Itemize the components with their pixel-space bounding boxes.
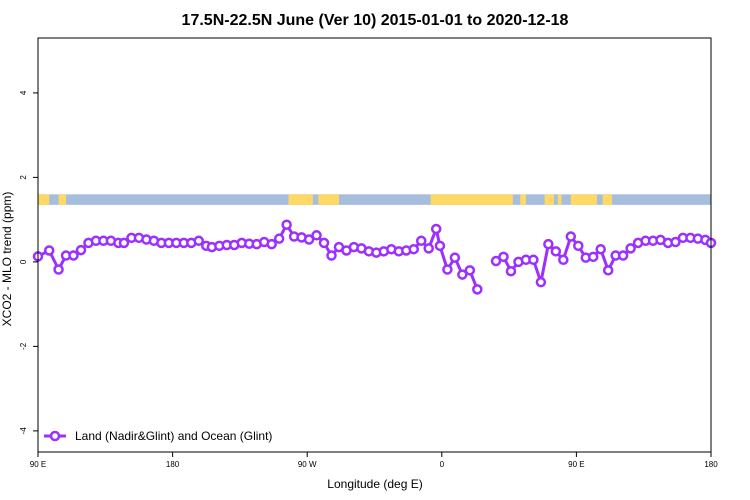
- data-point: [449, 252, 461, 263]
- data-point: [281, 219, 292, 230]
- series-line: [37, 223, 479, 290]
- data-point: [535, 276, 547, 288]
- legend: Land (Nadir&Glint) and Ocean (Glint): [44, 429, 272, 443]
- y-axis-label: XCO2 - MLO trend (ppm): [0, 192, 14, 327]
- land-segment: [288, 194, 313, 205]
- data-point: [550, 246, 562, 257]
- legend-marker: [49, 430, 61, 442]
- data-point: [408, 243, 420, 255]
- data-point: [528, 254, 539, 266]
- data-point: [193, 235, 205, 247]
- ocean-band: [38, 194, 711, 205]
- land-segment: [570, 194, 597, 205]
- data-point: [464, 265, 476, 276]
- data-point: [68, 250, 79, 261]
- data-point: [442, 264, 453, 275]
- data-point: [505, 265, 517, 277]
- chart-title: 17.5N-22.5N June (Ver 10) 2015-01-01 to …: [182, 12, 569, 29]
- x-tick-label: 90 W: [298, 460, 317, 469]
- data-point: [602, 265, 614, 276]
- y-tick-label: 4: [19, 90, 28, 95]
- x-tick-label: 180: [704, 460, 718, 469]
- data-point: [75, 244, 87, 256]
- data-point: [558, 254, 569, 266]
- legend-label: Land (Nadir&Glint) and Ocean (Glint): [75, 429, 272, 443]
- land-segment: [430, 194, 513, 205]
- data-point: [472, 284, 483, 295]
- data-point: [595, 243, 606, 255]
- data-point: [303, 234, 315, 245]
- data-point: [457, 269, 468, 280]
- data-point: [434, 240, 446, 252]
- data-point: [617, 250, 629, 261]
- land-segment: [318, 194, 339, 205]
- data-point: [490, 255, 502, 267]
- data-point: [318, 237, 330, 249]
- y-tick-label: -4: [19, 427, 28, 435]
- plot-frame: [37, 37, 712, 453]
- x-tick-label: 90 E: [30, 460, 46, 469]
- data-point: [543, 238, 554, 250]
- x-tick-label: 90 E: [568, 460, 584, 469]
- data-point: [266, 238, 277, 250]
- data-point: [670, 236, 681, 248]
- x-tick-label: 0: [440, 460, 445, 469]
- land-ocean-band: [38, 194, 711, 205]
- data-point: [587, 251, 599, 263]
- data-point: [118, 237, 130, 249]
- data-point: [311, 230, 322, 241]
- data-point: [565, 231, 577, 242]
- data-point: [273, 233, 285, 244]
- x-axis-label: Longitude (deg E): [327, 477, 422, 491]
- series-layer: [32, 219, 717, 295]
- x-tick-label: 180: [166, 460, 180, 469]
- data-point: [430, 223, 442, 235]
- data-point: [53, 264, 64, 275]
- data-point: [573, 240, 584, 252]
- land-segment: [544, 194, 554, 205]
- y-tick-label: -2: [19, 342, 28, 350]
- data-point: [326, 250, 337, 261]
- data-point: [43, 245, 55, 256]
- y-tick-label: 0: [19, 259, 28, 264]
- data-point: [415, 235, 427, 247]
- y-tick-label: 2: [19, 175, 28, 180]
- data-point: [498, 251, 509, 263]
- data-point: [423, 243, 434, 254]
- land-segment: [38, 194, 50, 205]
- land-segment: [602, 194, 612, 205]
- land-segment: [557, 194, 562, 205]
- land-segment: [520, 194, 526, 205]
- land-segment: [58, 194, 67, 205]
- axes: 90 E 180 90 W 0 90 E 180 -4 -2 0 2 4: [19, 37, 718, 469]
- data-point: [625, 243, 636, 254]
